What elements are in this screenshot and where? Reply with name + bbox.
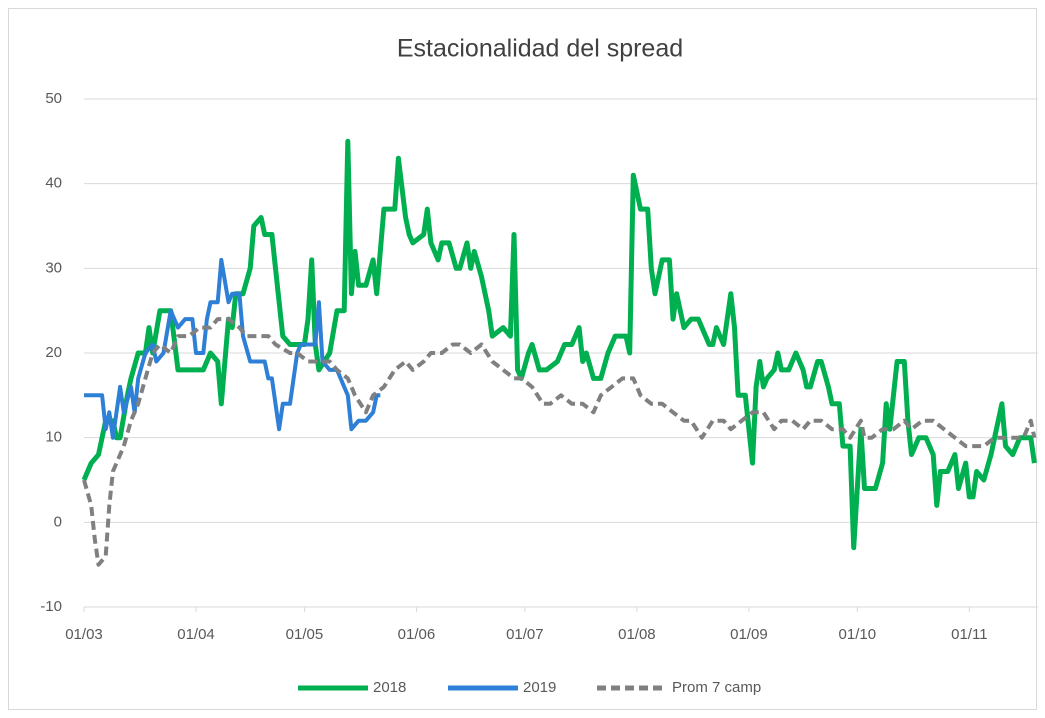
chart-frame <box>8 8 1037 710</box>
y-tick-label: 10 <box>45 429 62 446</box>
x-tick-label: 01/11 <box>951 626 987 643</box>
y-tick-label: 50 <box>45 90 62 107</box>
x-tick-label: 01/05 <box>286 626 324 643</box>
x-tick-label: 01/08 <box>618 626 656 643</box>
y-tick-label: 0 <box>54 513 62 530</box>
x-tick-label: 01/04 <box>177 626 215 643</box>
y-tick-label: 20 <box>45 344 62 361</box>
x-tick-label: 01/06 <box>398 626 436 643</box>
y-tick-label: -10 <box>40 598 62 615</box>
chart-title: Estacionalidad del spread <box>397 35 683 63</box>
series-line <box>82 317 1037 567</box>
x-tick-label: 01/03 <box>65 626 103 643</box>
series-line <box>84 257 381 440</box>
legend-label: 2019 <box>523 679 556 696</box>
y-tick-label: 30 <box>45 259 62 276</box>
x-tick-label: 01/10 <box>839 626 877 643</box>
x-tick-label: 01/09 <box>730 626 768 643</box>
legend-label: Prom 7 camp <box>672 679 761 696</box>
x-tick-label: 01/07 <box>506 626 544 643</box>
series-line <box>81 138 1037 551</box>
y-tick-label: 40 <box>45 175 62 192</box>
legend-label: 2018 <box>373 679 406 696</box>
